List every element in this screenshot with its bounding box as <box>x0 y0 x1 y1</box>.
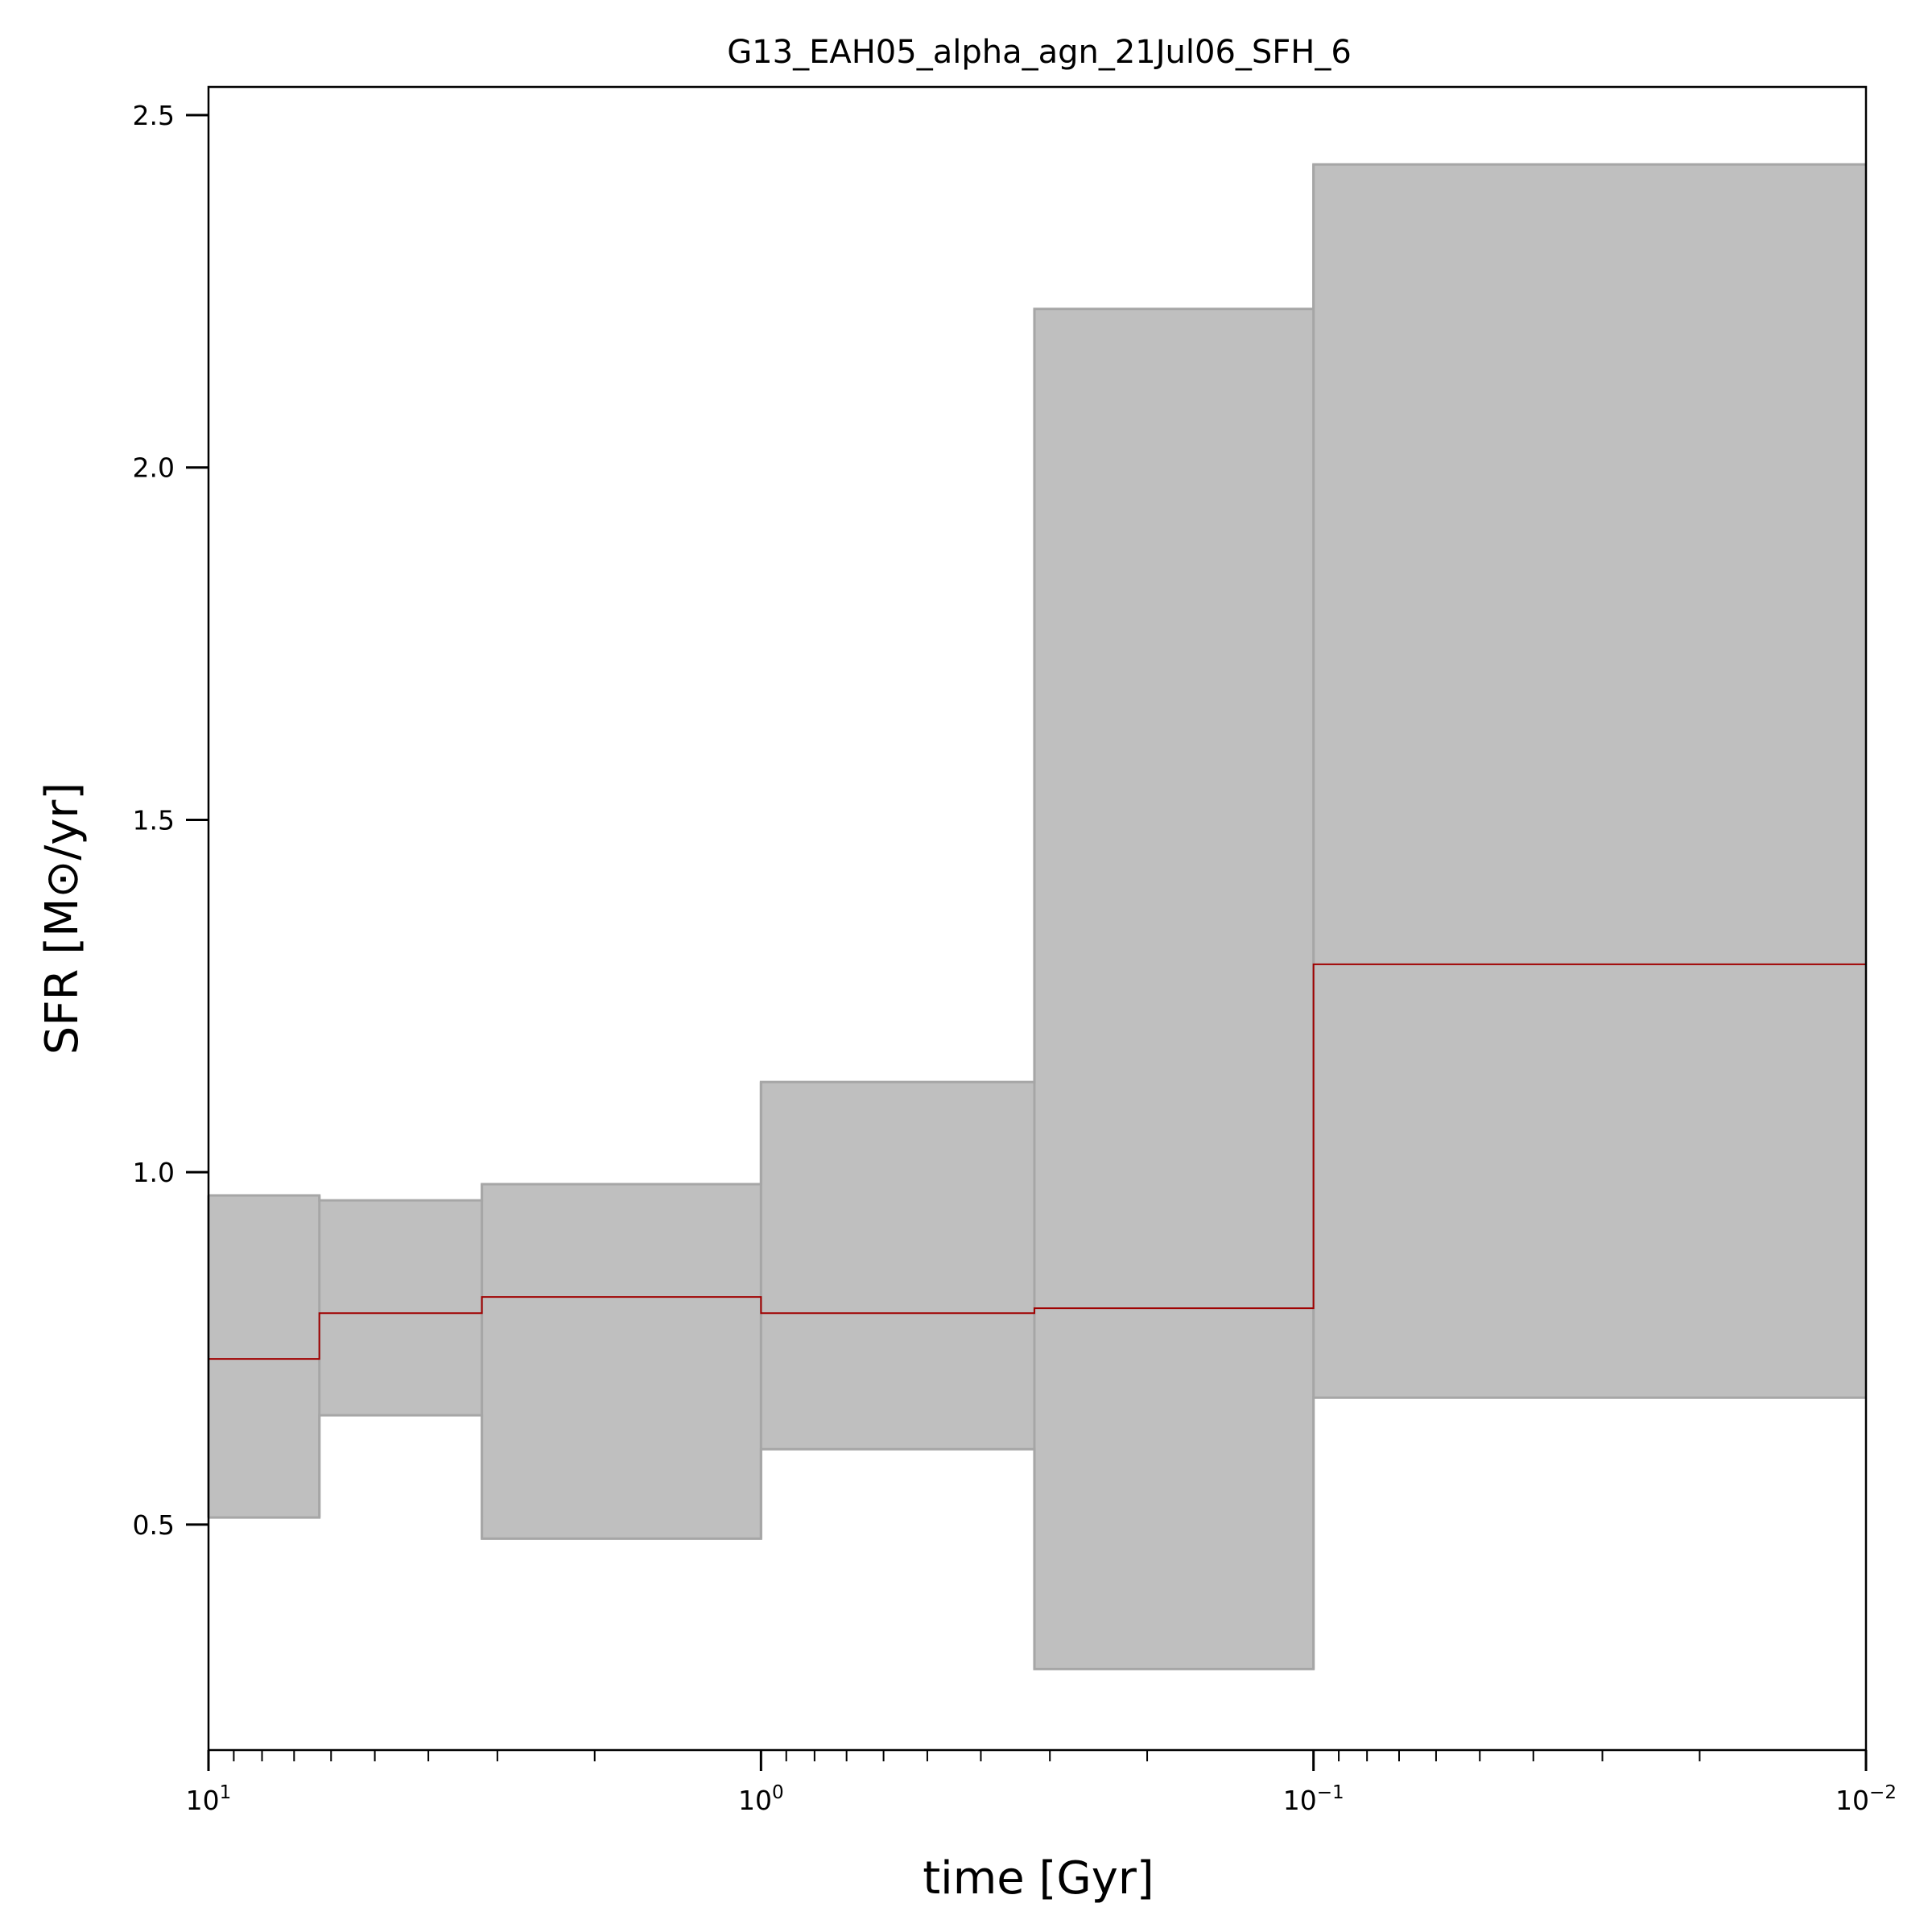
uncertainty-band-3 <box>481 1184 762 1539</box>
median-step-line <box>208 963 1866 1360</box>
x-tick-label: 100 <box>738 1782 784 1816</box>
y-tick-label: 1.5 <box>133 804 175 836</box>
plot-frame <box>207 85 1868 1752</box>
x-tick-label: 10−1 <box>1283 1782 1344 1816</box>
y-axis-label: SFR [M⊙/yr] <box>36 782 89 1055</box>
uncertainty-band-2 <box>319 1200 482 1416</box>
uncertainty-band-1 <box>208 1195 320 1518</box>
y-tick-label: 2.5 <box>133 100 175 131</box>
y-axis-ticks: 0.5 1.0 1.5 2.0 2.5 <box>133 100 208 1541</box>
y-tick-label: 0.5 <box>133 1509 175 1541</box>
median-line <box>208 963 1866 1360</box>
chart-title: G13_EAH05_alpha_agn_21Jul06_SFH_6 <box>727 34 1352 71</box>
uncertainty-band-4 <box>761 1082 1034 1450</box>
y-tick-label: 1.0 <box>133 1157 175 1188</box>
uncertainty-bands <box>208 164 1866 1670</box>
x-tick-label: 101 <box>186 1782 232 1816</box>
y-tick-label: 2.0 <box>133 452 175 484</box>
x-tick-label: 10−2 <box>1835 1782 1897 1816</box>
x-axis-label: time [Gyr] <box>923 1852 1154 1905</box>
uncertainty-band-5 <box>1034 308 1314 1670</box>
x-axis-ticks: 101 100 10−1 10−2 <box>186 1750 1897 1816</box>
uncertainty-band-6 <box>1313 164 1866 1398</box>
